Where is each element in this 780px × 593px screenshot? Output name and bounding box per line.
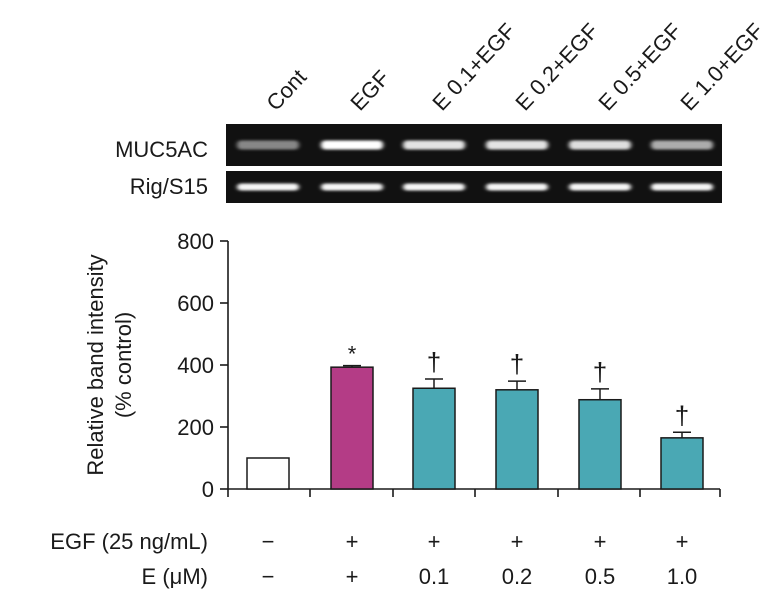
condition-value: 0.2 xyxy=(502,564,533,589)
lane-label: EGF xyxy=(345,65,394,115)
error-bars xyxy=(343,364,691,438)
lane-label: E 1.0+EGF xyxy=(675,18,768,115)
bar xyxy=(412,387,456,490)
gel-band xyxy=(486,183,548,191)
significance-mark: † xyxy=(427,347,441,377)
gel-row-label-rigs15: Rig/S15 xyxy=(130,174,208,199)
significance-marks: * † † † † xyxy=(348,342,690,431)
gel-band xyxy=(651,183,713,191)
bar xyxy=(330,366,374,490)
bar xyxy=(578,398,622,490)
gel-band xyxy=(651,140,713,150)
condition-value: + xyxy=(594,529,607,554)
condition-value: − xyxy=(262,529,275,554)
bar xyxy=(660,437,704,490)
gel-bands-rigs15 xyxy=(237,183,713,191)
gel-panel-muc5ac xyxy=(226,124,722,166)
gel-bands-muc5ac xyxy=(237,140,713,150)
condition-value: 0.5 xyxy=(585,564,616,589)
condition-label: EGF (25 ng/mL) xyxy=(50,529,208,554)
condition-table: EGF (25 ng/mL) − + + + + + E (μM) − +0.1 0.2 0.5 1.0 xyxy=(50,529,697,589)
y-axis-label-line1: Relative band intensity xyxy=(83,254,108,475)
y-tick-label: 400 xyxy=(177,353,214,378)
condition-value: + xyxy=(511,529,524,554)
significance-mark: † xyxy=(510,349,524,379)
gel-band xyxy=(569,183,631,191)
gel-band xyxy=(321,183,383,191)
significance-mark: † xyxy=(675,400,689,430)
bar xyxy=(246,457,290,490)
gel-row-label-muc5ac: MUC5AC xyxy=(115,137,208,162)
gel-band xyxy=(486,140,548,150)
significance-mark: † xyxy=(593,357,607,387)
gel-band xyxy=(237,183,299,191)
y-tick-label: 0 xyxy=(202,477,214,502)
bar-chart: Relative band intensity (% control) 0 200… xyxy=(83,229,721,502)
bars xyxy=(246,366,704,490)
bar xyxy=(495,389,539,490)
condition-value: 0.1 xyxy=(419,564,450,589)
gel-panel-rigs15 xyxy=(226,171,722,203)
condition-value: − xyxy=(262,564,275,589)
y-axis-label-line2: (% control) xyxy=(111,312,136,418)
x-axis xyxy=(227,488,721,497)
condition-value: + xyxy=(346,564,359,589)
condition-value: + xyxy=(676,529,689,554)
lane-label: E 0.5+EGF xyxy=(593,18,686,115)
gel-band xyxy=(321,140,383,150)
significance-mark: * xyxy=(348,342,357,367)
gel-band xyxy=(403,183,465,191)
lane-label: Cont xyxy=(261,64,311,115)
condition-value: 1.0 xyxy=(667,564,698,589)
condition-label: E (μM) xyxy=(142,564,208,589)
y-tick-label: 200 xyxy=(177,415,214,440)
y-tick-label: 800 xyxy=(177,229,214,254)
y-tick-label: 600 xyxy=(177,291,214,316)
lane-label: E 0.1+EGF xyxy=(427,18,520,115)
gel-image: MUC5AC Rig/S15 xyxy=(115,124,722,203)
lane-label: E 0.2+EGF xyxy=(510,18,603,115)
condition-value: + xyxy=(346,529,359,554)
y-axis: 0 200 400 600 800 xyxy=(177,229,229,502)
gel-band xyxy=(569,140,631,150)
condition-value: + xyxy=(428,529,441,554)
gel-band xyxy=(237,140,299,150)
gel-band xyxy=(403,140,465,150)
